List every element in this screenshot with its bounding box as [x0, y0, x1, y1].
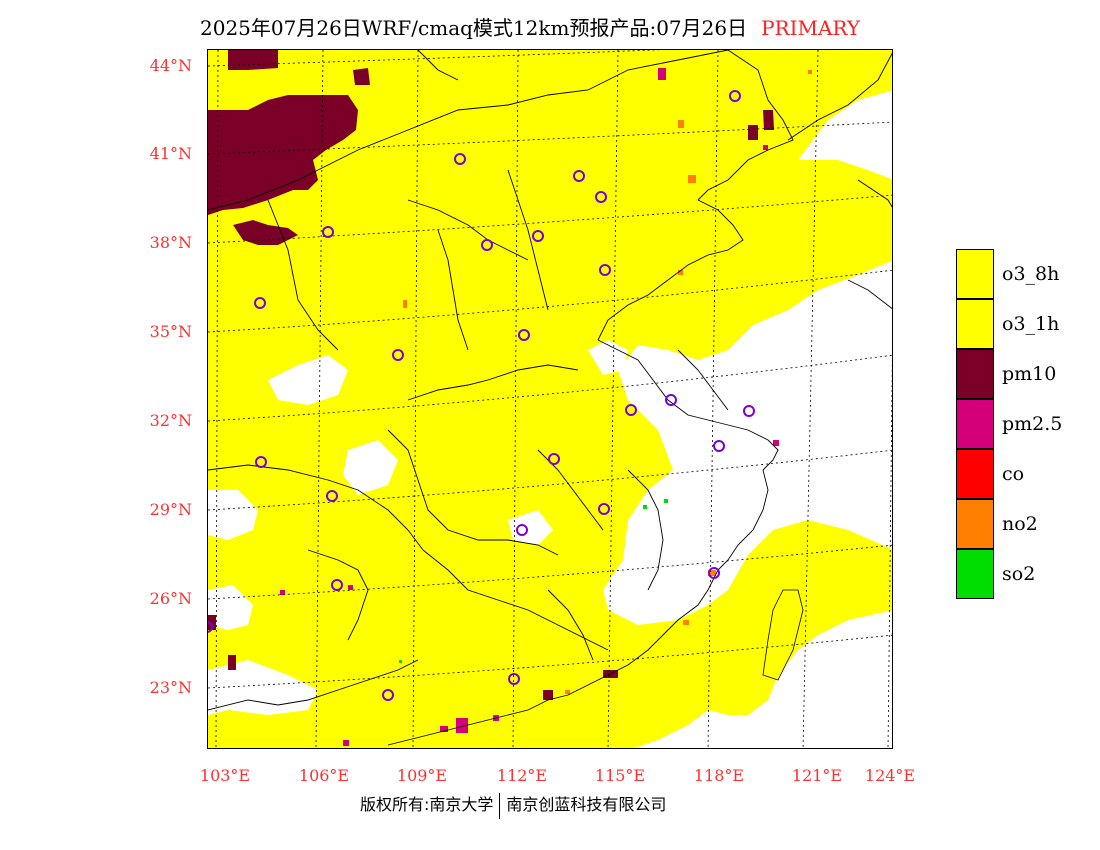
no2-spots — [403, 70, 812, 694]
legend-label: o3_8h — [1002, 263, 1060, 285]
map-title: 2025年07月26日WRF/cmaq模式12km预报产品:07月26日 PRIM… — [200, 12, 860, 41]
taiwan-island — [762, 589, 804, 681]
map-canvas — [208, 50, 892, 748]
lat-label: 35°N — [149, 322, 192, 341]
clean-areas — [208, 90, 892, 748]
title-text: 2025年07月26日WRF/cmaq模式12km预报产品:07月26日 — [200, 16, 748, 40]
lat-label: 29°N — [149, 500, 192, 519]
legend-swatch — [956, 249, 994, 299]
pm10-areas — [208, 50, 774, 700]
city-markers — [208, 90, 755, 701]
legend-swatch — [956, 299, 994, 349]
primary-badge: PRIMARY — [761, 16, 861, 40]
pollutant-map — [207, 49, 893, 749]
lon-label: 109°E — [396, 766, 448, 785]
legend-swatch — [956, 499, 994, 549]
legend-swatch — [956, 399, 994, 449]
lat-label: 23°N — [149, 678, 192, 697]
legend-label: o3_1h — [1002, 313, 1060, 335]
legend-label: pm10 — [1002, 363, 1057, 385]
lon-label: 103°E — [199, 766, 251, 785]
lat-label: 44°N — [149, 56, 192, 75]
legend-label: co — [1002, 463, 1025, 485]
legend-swatch — [956, 349, 994, 399]
legend-swatch — [956, 449, 994, 499]
lat-label: 26°N — [149, 589, 192, 608]
lat-label: 41°N — [149, 144, 192, 163]
legend-label: pm2.5 — [1002, 413, 1063, 435]
footer-divider — [499, 792, 501, 819]
legend-label: so2 — [1002, 563, 1036, 585]
lat-label: 38°N — [149, 233, 192, 252]
copyright-left: 版权所有:南京大学 — [360, 795, 494, 814]
graticule — [208, 50, 892, 748]
copyright-footer: 版权所有:南京大学 南京创蓝科技有限公司 — [360, 791, 666, 819]
legend-swatch — [956, 549, 994, 599]
lon-label: 118°E — [693, 766, 745, 785]
copyright-right: 南京创蓝科技有限公司 — [506, 795, 667, 814]
lon-label: 112°E — [496, 766, 548, 785]
so2-spots — [399, 499, 668, 663]
legend-label: no2 — [1002, 513, 1038, 535]
lon-label: 106°E — [298, 766, 350, 785]
lon-label: 121°E — [791, 766, 843, 785]
lat-label: 32°N — [149, 411, 192, 430]
lon-label: 124°E — [864, 766, 916, 785]
lon-label: 115°E — [594, 766, 646, 785]
